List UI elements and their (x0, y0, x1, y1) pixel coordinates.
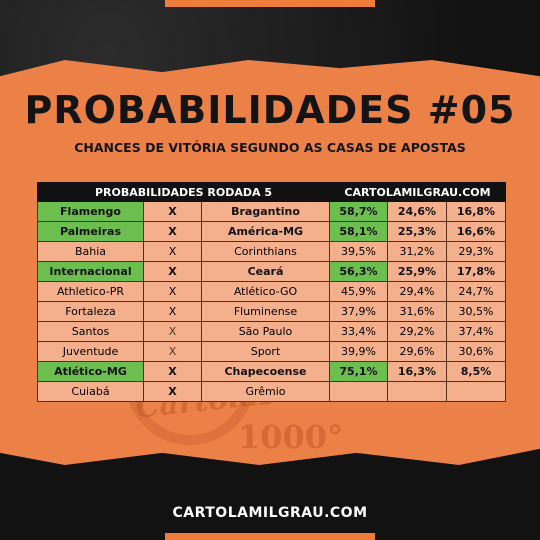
home-win-prob: 58,7% (329, 201, 388, 222)
home-team: Internacional (37, 261, 144, 282)
versus-mark: X (143, 361, 202, 382)
away-win-prob: 16,6% (446, 221, 506, 242)
header-round-label: PROBABILIDADES RODADA 5 (37, 182, 330, 202)
draw-prob: 29,2% (387, 321, 447, 342)
home-win-prob: 56,3% (329, 261, 388, 282)
home-win-prob: 75,1% (329, 361, 388, 382)
draw-prob (387, 381, 447, 402)
home-team: Flamengo (37, 201, 144, 222)
home-team: Athletico-PR (37, 281, 144, 302)
home-team: Juventude (37, 341, 144, 362)
away-team: América-MG (201, 221, 330, 242)
away-team: Ceará (201, 261, 330, 282)
away-win-prob: 16,8% (446, 201, 506, 222)
home-win-prob: 45,9% (329, 281, 388, 302)
away-team: Grêmio (201, 381, 330, 402)
versus-mark: X (143, 341, 202, 362)
draw-prob: 24,6% (387, 201, 447, 222)
home-win-prob: 39,9% (329, 341, 388, 362)
versus-mark: X (143, 201, 202, 222)
draw-prob: 25,3% (387, 221, 447, 242)
away-win-prob: 8,5% (446, 361, 506, 382)
away-team: São Paulo (201, 321, 330, 342)
table-row: Atlético-MG X Chapecoense 75,1% 16,3% 8,… (37, 361, 506, 382)
away-team: Sport (201, 341, 330, 362)
table-row: Cuiabá X Grêmio (37, 381, 506, 402)
away-win-prob: 29,3% (446, 241, 506, 262)
home-team: Fortaleza (37, 301, 144, 322)
header-site-label: CARTOLAMILGRAU.COM (329, 182, 506, 202)
versus-mark: X (143, 381, 202, 402)
versus-mark: X (143, 261, 202, 282)
home-win-prob: 37,9% (329, 301, 388, 322)
home-win-prob: 58,1% (329, 221, 388, 242)
table-row: Palmeiras X América-MG 58,1% 25,3% 16,6% (37, 221, 506, 242)
home-team: Cuiabá (37, 381, 144, 402)
away-win-prob: 17,8% (446, 261, 506, 282)
draw-prob: 29,4% (387, 281, 447, 302)
page-subtitle: CHANCES DE VITÓRIA SEGUNDO AS CASAS DE A… (74, 140, 466, 155)
versus-mark: X (143, 221, 202, 242)
table-row: Fortaleza X Fluminense 37,9% 31,6% 30,5% (37, 301, 506, 322)
versus-mark: X (143, 321, 202, 342)
versus-mark: X (143, 301, 202, 322)
table-row: Juventude X Sport 39,9% 29,6% 30,6% (37, 341, 506, 362)
top-accent-bar (165, 0, 375, 7)
draw-prob: 31,2% (387, 241, 447, 262)
draw-prob: 29,6% (387, 341, 447, 362)
probabilities-table: PROBABILIDADES RODADA 5 CARTOLAMILGRAU.C… (37, 182, 506, 402)
draw-prob: 25,9% (387, 261, 447, 282)
home-team: Atlético-MG (37, 361, 144, 382)
watermark-number: 1000° (238, 418, 344, 456)
away-team: Atlético-GO (201, 281, 330, 302)
versus-mark: X (143, 241, 202, 262)
home-team: Palmeiras (37, 221, 144, 242)
table-row: Internacional X Ceará 56,3% 25,9% 17,8% (37, 261, 506, 282)
home-team: Bahia (37, 241, 144, 262)
footer-site-link[interactable]: CARTOLAMILGRAU.COM (172, 505, 368, 521)
away-team: Chapecoense (201, 361, 330, 382)
home-win-prob (329, 381, 388, 402)
away-win-prob: 30,6% (446, 341, 506, 362)
away-win-prob: 24,7% (446, 281, 506, 302)
away-team: Bragantino (201, 201, 330, 222)
home-win-prob: 33,4% (329, 321, 388, 342)
home-win-prob: 39,5% (329, 241, 388, 262)
page-title: PROBABILIDADES #05 (24, 88, 516, 132)
table-row: Santos X São Paulo 33,4% 29,2% 37,4% (37, 321, 506, 342)
table-row: Flamengo X Bragantino 58,7% 24,6% 16,8% (37, 201, 506, 222)
home-team: Santos (37, 321, 144, 342)
away-win-prob: 30,5% (446, 301, 506, 322)
away-team: Fluminense (201, 301, 330, 322)
away-team: Corinthians (201, 241, 330, 262)
away-win-prob (446, 381, 506, 402)
table-header-row: PROBABILIDADES RODADA 5 CARTOLAMILGRAU.C… (37, 182, 506, 202)
away-win-prob: 37,4% (446, 321, 506, 342)
table-row: Bahia X Corinthians 39,5% 31,2% 29,3% (37, 241, 506, 262)
versus-mark: X (143, 281, 202, 302)
table-row: Athletico-PR X Atlético-GO 45,9% 29,4% 2… (37, 281, 506, 302)
draw-prob: 31,6% (387, 301, 447, 322)
draw-prob: 16,3% (387, 361, 447, 382)
bottom-accent-bar (165, 533, 375, 540)
